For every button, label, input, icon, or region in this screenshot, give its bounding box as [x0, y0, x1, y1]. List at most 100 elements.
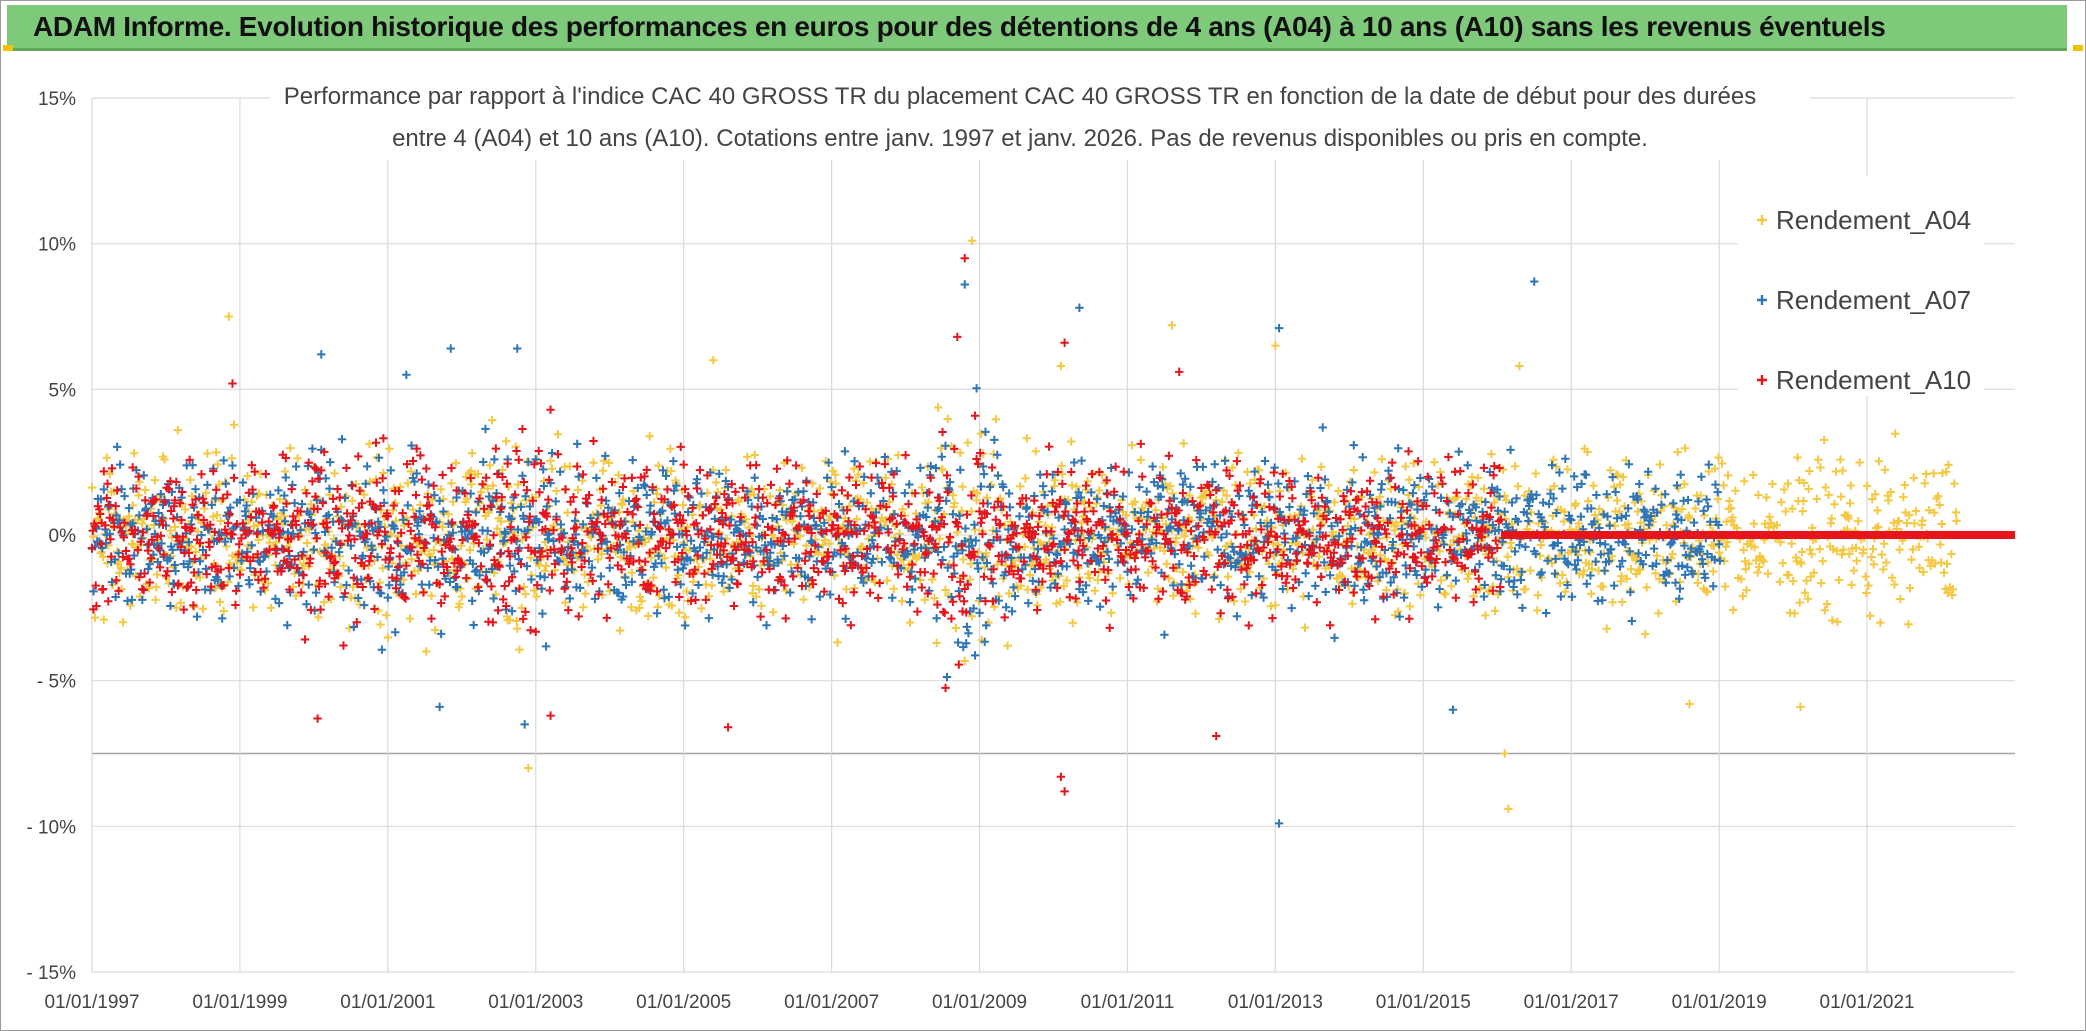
point-rendement-a10: [98, 584, 108, 594]
point-rendement-a07: [1697, 472, 1706, 481]
point-rendement-a10: [1312, 598, 1321, 607]
point-rendement-a07: [787, 567, 796, 576]
point-rendement-a04: [1787, 539, 1796, 548]
point-rendement-a07: [933, 547, 943, 557]
point-rendement-a07: [1250, 467, 1259, 476]
point-rendement-a04: [820, 535, 830, 545]
point-rendement-a04: [1879, 565, 1888, 574]
point-rendement-a04: [1809, 568, 1819, 577]
point-rendement-a04: [584, 577, 593, 587]
point-rendement-a04: [1595, 504, 1604, 514]
point-rendement-a07: [324, 510, 333, 520]
point-rendement-a04: [482, 535, 492, 544]
point-rendement-a07: [1038, 481, 1048, 491]
point-rendement-a07: [1541, 608, 1551, 618]
point-rendement-a04: [1768, 479, 1777, 489]
point-rendement-a04: [707, 581, 716, 590]
point-rendement-a04: [831, 470, 840, 480]
point-rendement-a10: [107, 464, 117, 473]
point-rendement-a10: [379, 434, 388, 443]
point-rendement-a07: [1661, 578, 1671, 587]
point-rendement-a10: [1269, 468, 1279, 477]
point-rendement-a04: [1300, 623, 1310, 632]
point-rendement-a07: [1118, 492, 1128, 501]
point-rendement-a10: [124, 554, 134, 563]
point-rendement-a04: [914, 552, 924, 561]
point-rendement-a07: [1696, 542, 1705, 551]
point-rendement-a07: [507, 606, 517, 616]
point-rendement-a07: [1640, 507, 1650, 516]
point-rendement-a10: [635, 520, 645, 530]
point-rendement-a07: [1196, 509, 1205, 518]
point-rendement-a07: [1617, 513, 1626, 522]
point-rendement-a10: [211, 562, 220, 571]
point-rendement-a04: [1633, 507, 1642, 516]
point-rendement-a10: [945, 532, 955, 542]
point-rendement-a04: [1909, 473, 1918, 483]
point-rendement-a07: [386, 466, 396, 475]
point-rendement-a10: [146, 554, 156, 563]
point-rendement-a04: [1797, 547, 1807, 557]
point-rendement-a10: [156, 531, 165, 541]
point-rendement-a04: [1375, 492, 1384, 501]
point-rendement-a07: [1106, 463, 1116, 473]
point-rendement-a10: [179, 605, 188, 614]
point-rendement-a07: [803, 573, 813, 583]
point-rendement-a07: [1558, 484, 1567, 493]
point-rendement-a07: [525, 502, 535, 511]
point-rendement-a07: [1439, 530, 1448, 540]
point-rendement-a04: [1022, 434, 1032, 443]
point-rendement-a04: [882, 576, 892, 585]
point-rendement-a07: [1569, 472, 1579, 481]
point-rendement-a07: [362, 462, 372, 471]
point-rendement-a07: [1683, 563, 1692, 572]
point-rendement-a04: [1827, 514, 1836, 523]
point-rendement-a10: [1404, 447, 1413, 456]
point-rendement-a07: [686, 555, 695, 565]
point-rendement-a04: [1919, 567, 1928, 577]
point-rendement-a07: [932, 614, 941, 623]
point-rendement-a07: [522, 561, 532, 571]
point-rendement-a04: [652, 489, 662, 499]
point-rendement-a10: [140, 569, 149, 578]
point-rendement-a07: [1399, 485, 1408, 495]
point-rendement-a04: [1651, 569, 1660, 578]
point-rendement-a10: [261, 469, 271, 479]
point-rendement-a07: [618, 592, 628, 601]
point-rendement-a10: [117, 528, 126, 537]
point-rendement-a07: [138, 595, 147, 605]
point-rendement-a04: [1169, 591, 1178, 600]
point-rendement-a07: [1320, 475, 1330, 484]
point-rendement-a04: [1748, 470, 1758, 480]
point-rendement-a07: [642, 490, 651, 500]
point-rendement-a04: [99, 615, 109, 624]
point-rendement-a07: [156, 489, 165, 499]
point-rendement-a07: [1217, 533, 1226, 542]
point-rendement-a04: [1812, 494, 1821, 504]
point-rendement-a07: [1652, 508, 1662, 517]
point-rendement-a07: [821, 564, 830, 573]
point-rendement-a07: [1442, 570, 1452, 580]
point-rendement-a10: [154, 544, 163, 553]
point-rendement-a07: [1651, 484, 1660, 493]
point-rendement-a04: [487, 415, 497, 425]
point-rendement-a07: [907, 567, 916, 576]
point-rendement-a04: [436, 485, 446, 494]
point-rendement-a07: [255, 557, 265, 567]
point-rendement-a10: [571, 508, 580, 517]
point-rendement-a10: [166, 506, 176, 516]
point-rendement-a07: [1481, 497, 1490, 507]
point-rendement-a07: [1201, 506, 1211, 515]
point-rendement-a04: [1571, 499, 1580, 508]
point-rendement-a07: [1160, 630, 1169, 639]
point-rendement-a04: [1677, 504, 1687, 514]
point-rendement-a04: [661, 563, 671, 572]
point-rendement-a07: [815, 592, 824, 601]
point-rendement-a04: [515, 645, 524, 654]
point-rendement-a04: [598, 466, 608, 475]
point-rendement-a04: [488, 481, 498, 490]
point-rendement-a07: [1510, 547, 1520, 556]
point-rendement-a07: [1615, 562, 1625, 571]
point-rendement-a07: [247, 541, 256, 550]
point-rendement-a07: [446, 344, 455, 353]
